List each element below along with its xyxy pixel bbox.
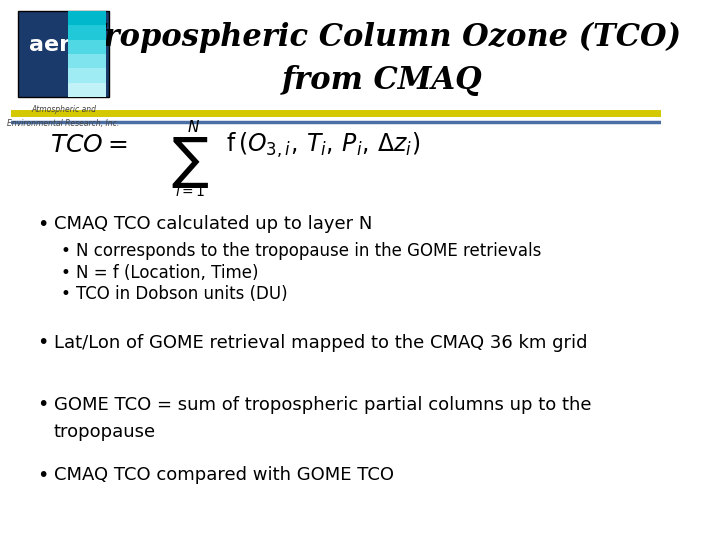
FancyBboxPatch shape [18,11,109,97]
Text: •: • [60,242,70,260]
Text: Atmospheric and: Atmospheric and [31,105,96,114]
Text: CMAQ TCO compared with GOME TCO: CMAQ TCO compared with GOME TCO [54,466,394,484]
Text: N = f (Location, Time): N = f (Location, Time) [76,264,259,282]
Text: $\mathit{TCO}{=}$: $\mathit{TCO}{=}$ [50,134,128,157]
Text: •: • [37,395,49,415]
Text: Tropospheric Column Ozone (TCO): Tropospheric Column Ozone (TCO) [83,22,680,53]
Text: $\mathrm{f}\,(O_{3,i},\,T_i,\,P_i,\,\Delta z_i)$: $\mathrm{f}\,(O_{3,i},\,T_i,\,P_i,\,\Del… [226,131,420,160]
Text: $i{=}1$: $i{=}1$ [175,184,205,199]
Text: •: • [60,285,70,303]
Text: Environmental Research, Inc.: Environmental Research, Inc. [7,119,120,128]
Text: N corresponds to the tropopause in the GOME retrievals: N corresponds to the tropopause in the G… [76,242,542,260]
Text: $\sum$: $\sum$ [171,134,209,190]
FancyBboxPatch shape [68,39,106,54]
FancyBboxPatch shape [68,69,106,83]
Text: •: • [60,264,70,282]
FancyBboxPatch shape [68,25,106,39]
FancyBboxPatch shape [68,11,106,25]
Text: CMAQ TCO calculated up to layer N: CMAQ TCO calculated up to layer N [54,215,372,233]
Text: •: • [37,214,49,234]
Text: aer: aer [30,35,71,56]
Text: Lat/Lon of GOME retrieval mapped to the CMAQ 36 km grid: Lat/Lon of GOME retrieval mapped to the … [54,334,588,352]
Text: tropopause: tropopause [54,423,156,441]
Text: TCO in Dobson units (DU): TCO in Dobson units (DU) [76,285,288,303]
FancyBboxPatch shape [68,83,106,97]
Text: from CMAQ: from CMAQ [282,65,482,97]
Text: GOME TCO = sum of tropospheric partial columns up to the: GOME TCO = sum of tropospheric partial c… [54,396,591,414]
Text: •: • [37,333,49,353]
Text: •: • [37,465,49,485]
Text: $N$: $N$ [186,119,200,135]
FancyBboxPatch shape [68,54,106,69]
